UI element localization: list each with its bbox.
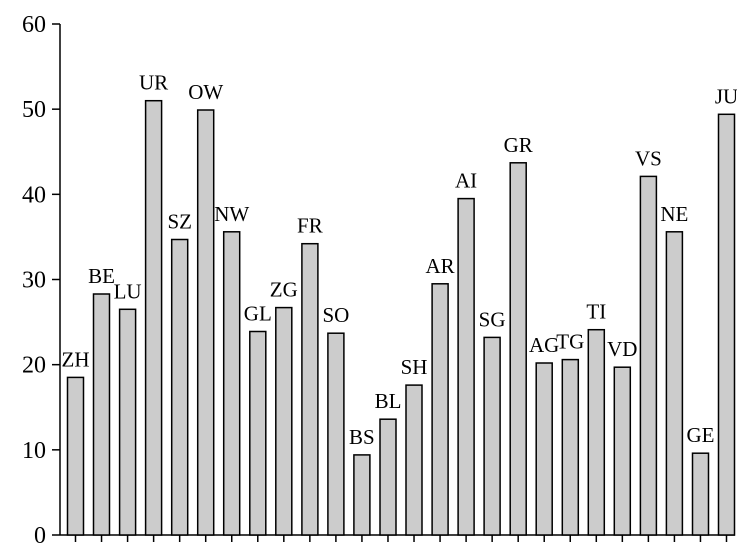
bar-nw [222,231,241,536]
bar-vd [613,366,632,536]
bar-be [92,293,111,536]
bar-ju [717,113,736,536]
bar-so [327,332,345,536]
bars [66,99,736,536]
bar-label: GL [244,302,272,326]
bar-label: VS [635,146,662,170]
y-axis: 0 10 20 30 40 50 60 [22,12,61,545]
bar-label: SG [479,307,506,331]
bar-label: NW [214,202,249,226]
bar-label: AR [426,254,455,278]
bar-label: ZG [270,278,298,302]
bar-label: SZ [167,210,192,234]
bar-label: BL [375,389,402,413]
y-tick-label: 40 [22,182,46,208]
bar-ur [144,99,163,536]
bar-label: FR [297,214,323,238]
bar-label: UR [139,71,168,95]
bar-sh [405,384,423,536]
bar-ag [535,362,553,536]
bar-gr [509,162,527,536]
y-tick-label: 60 [22,12,46,38]
bar-tg [561,358,580,536]
bar-ai [457,197,475,536]
bar-zg [275,306,293,536]
bar-fr [301,242,319,536]
bar-ti [587,328,606,536]
bar-label: TI [586,300,606,324]
bar-ne [665,231,684,536]
bar-ow [196,109,215,536]
bar-label: LU [114,279,142,303]
bar-label: SH [401,355,428,379]
bar-label: ZH [62,347,90,371]
bar-ge [691,452,710,536]
bar-vs [639,175,658,536]
bar-sg [483,336,501,536]
bar-label: GR [504,133,533,157]
bar-label: OW [188,80,223,104]
bar-gl [249,330,267,536]
bar-label: AG [529,333,559,357]
bar-bl [379,418,397,536]
x-axis [60,534,735,542]
bar-label: GE [687,423,715,447]
bar-label: VD [607,337,637,361]
bar-label: TG [556,330,584,354]
bar-label: NE [660,202,688,226]
bar-label: BE [88,264,115,288]
bar-label: SO [322,303,349,327]
bar-zh [66,376,85,536]
bar-label: BS [349,425,375,449]
bar-lu [118,308,137,536]
bar-bs [353,454,371,536]
y-tick-label: 30 [22,268,46,294]
y-tick-label: 20 [22,353,46,379]
y-tick-label: 50 [22,97,46,123]
y-tick-label: 0 [34,523,46,545]
bar-ar [431,283,449,536]
bar-label: JU [715,84,737,108]
bar-sz [170,238,189,536]
bar-label: AI [455,169,477,193]
y-tick-label: 10 [22,438,46,464]
